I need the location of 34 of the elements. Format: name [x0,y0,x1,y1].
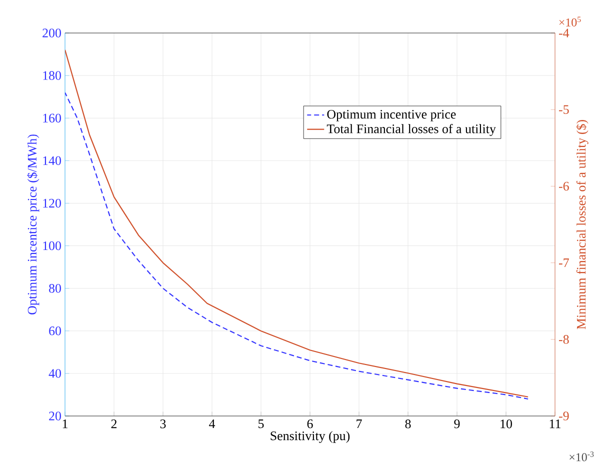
y2-tick-label: -7 [559,258,569,268]
legend-label: Optimum incentive price [327,110,456,122]
y-tick-label: 160 [43,114,61,122]
y2-tick-label: -4 [559,28,570,38]
x-tick-label: 11 [550,420,560,428]
y2-tick-label: -8 [559,335,569,344]
legend-label: Total Financial losses of a utility [326,124,496,136]
text: ×10$^{-3}$ [570,452,594,462]
x-tick-label: 7 [356,420,362,428]
y-tick-label: 200 [42,28,61,38]
x-tick-label: 6 [307,420,313,428]
y-axis-title: Optimum incentice price ($/MWh) [27,134,40,314]
y-tick-label: 40 [48,369,61,378]
x-tick-label: 3 [160,420,166,428]
y-tick-label: 140 [43,156,61,166]
y-tick-label: 20 [49,412,61,420]
x-tick-label: 9 [454,420,460,428]
y-tick-label: 60 [49,326,61,336]
y-tick-label: 180 [43,71,61,80]
x-axis-title: Sensitivity (pu) [270,431,350,443]
y2-tick-label: -5 [559,105,569,114]
x-tick-label: 10 [500,420,512,428]
x-tick-label: 4 [209,420,216,428]
y-tick-label: 100 [43,241,61,250]
y-tick-label: 80 [49,284,61,293]
x-tick-label: 5 [258,420,264,428]
y2-tick-label: -6 [559,182,569,191]
y2-axis-title: Minimum financial losses of a utility ($) [576,120,588,330]
text: ×10$^{5}$ [559,16,581,26]
x-tick-label: 8 [405,420,411,428]
x-tick-label: 2 [111,420,117,428]
x-tick-label: 1 [62,420,68,428]
y-tick-label: 120 [43,198,61,208]
y2-tick-label: -9 [559,412,569,420]
